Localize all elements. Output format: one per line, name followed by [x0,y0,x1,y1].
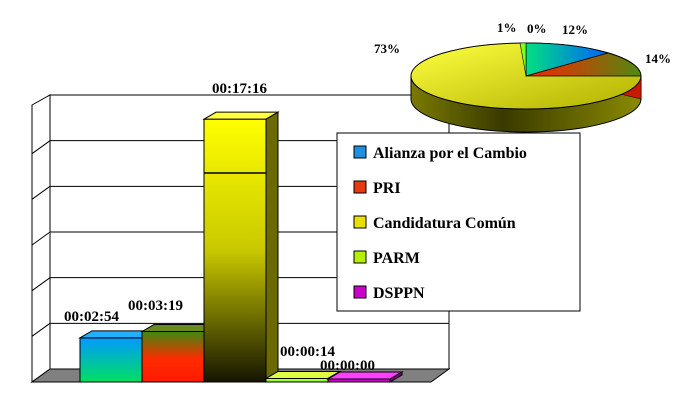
legend-label: DSPPN [373,285,425,302]
legend-box [336,132,581,312]
bar-candidatura-comun-front [203,118,267,383]
legend-label: Candidatura Común [373,215,516,232]
legend-item: PARM [353,250,420,267]
legend-item: PRI [353,180,401,197]
legend-item: DSPPN [353,285,425,302]
legend: Alianza por el Cambio PRI Candidatura Comú… [336,132,581,312]
legend-swatch [353,145,367,159]
pie-slice-parm [519,42,527,77]
bar-pri-front [141,331,205,383]
legend-swatch [353,285,367,299]
legend-swatch [353,250,367,264]
bar-candidatura-comun-value-label: 00:17:16 [212,81,267,97]
bar-alianza-front [79,337,143,383]
legend-swatch [353,215,367,229]
bar-pri-value-label: 00:03:19 [128,298,183,314]
legend-label: PRI [373,180,401,197]
legend-item: Alianza por el Cambio [353,145,527,162]
legend-swatch [353,180,367,194]
bar-alianza-value-label: 00:02:54 [64,309,119,325]
bar-parm-front [265,377,329,383]
pie-label-pri: 14% [645,51,671,66]
bar-candidatura-comun-side [265,111,279,383]
pie-slice-pri [525,52,642,77]
pie-label-parm: 1% [497,20,517,35]
bar-dsppn [326,371,404,383]
pie-label-alianza: 12% [562,22,588,37]
gridline-side [31,140,51,155]
gridline-side [31,231,51,246]
pie-chart: 12% 14% 73% 1% 0% [374,20,671,133]
bars [78,111,404,383]
pie-slice-alianza [525,42,610,77]
gridline-side [31,322,51,337]
bar-dsppn-value-label: 00:00:00 [320,358,375,374]
bar-candidatura-comun [202,111,280,383]
gridline-side [31,277,51,292]
bar-dsppn-side [389,371,403,383]
gridline-side [31,185,51,200]
legend-label: PARM [373,250,420,267]
legend-item: Candidatura Común [353,215,516,232]
pie-label-dsppn: 0% [527,21,547,36]
legend-label: Alianza por el Cambio [373,145,527,162]
pie-labels: 12% 14% 73% 1% 0% [374,20,671,66]
bar-parm-value-label: 00:00:14 [280,344,335,360]
pie-label-candidatura-comun: 73% [374,41,400,56]
